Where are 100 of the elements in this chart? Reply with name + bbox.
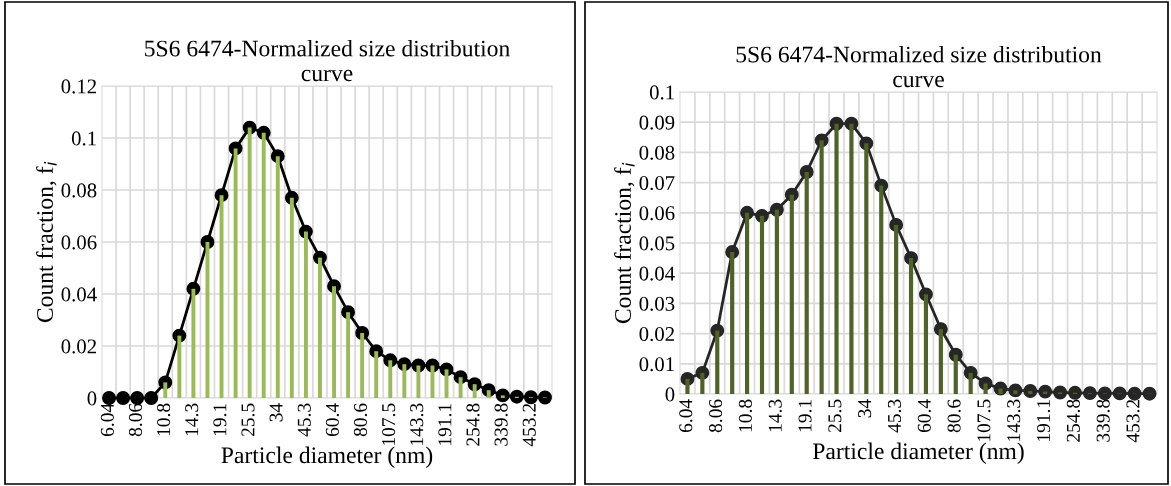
y-tick-label: 0.06 bbox=[639, 206, 675, 221]
bar bbox=[163, 382, 168, 398]
y-tick-label: 0 bbox=[665, 387, 675, 402]
bar bbox=[759, 215, 765, 394]
point bbox=[1142, 386, 1157, 401]
x-tick-label: 34 bbox=[858, 399, 872, 418]
x-tick-label: 6.04 bbox=[100, 403, 114, 437]
bar bbox=[864, 143, 869, 394]
x-tick-label: 191.1 bbox=[1037, 400, 1051, 441]
x-tick-label: 453.2 bbox=[522, 403, 536, 447]
bar bbox=[332, 286, 336, 398]
bar bbox=[834, 123, 839, 394]
y-tick-label: 0.02 bbox=[61, 339, 96, 354]
y-tick-label: 0.07 bbox=[639, 175, 675, 191]
bar bbox=[968, 372, 973, 394]
x-tick-label: 107.5 bbox=[382, 403, 396, 445]
x-tick-label: 339.8 bbox=[1096, 399, 1110, 442]
y-tick-label: 0.06 bbox=[61, 235, 97, 250]
point bbox=[1082, 386, 1097, 401]
bar bbox=[374, 351, 379, 398]
point bbox=[538, 390, 552, 405]
point bbox=[509, 389, 524, 404]
y-tick-label: 0.04 bbox=[639, 266, 675, 281]
x-tick-label: 19.1 bbox=[213, 404, 227, 436]
bar bbox=[472, 384, 477, 398]
y-tick-label: 0.03 bbox=[639, 296, 675, 311]
bar bbox=[219, 195, 224, 398]
bar bbox=[388, 360, 393, 398]
bar bbox=[318, 257, 322, 398]
x-tick-label: 10.8 bbox=[738, 399, 753, 432]
y-tick-label: 0.04 bbox=[61, 287, 97, 302]
y-tick-label: 0.05 bbox=[639, 236, 675, 251]
bar bbox=[360, 333, 365, 398]
x-tick-label: 254.8 bbox=[1066, 399, 1080, 442]
bar bbox=[744, 212, 750, 394]
bar bbox=[715, 330, 720, 394]
point bbox=[1068, 385, 1082, 400]
x-axis-title: Particle diameter (nm) bbox=[221, 446, 433, 469]
bar bbox=[804, 172, 809, 394]
bar bbox=[233, 148, 238, 398]
y-tick-label: 0.1 bbox=[71, 131, 96, 146]
bar bbox=[819, 140, 824, 394]
y-tick-label: 0 bbox=[87, 391, 97, 406]
y-axis-title: Count fraction, f$_{i}$ bbox=[36, 161, 57, 323]
bar bbox=[953, 354, 958, 394]
x-tick-label: 25.5 bbox=[828, 399, 842, 433]
x-tick-label: 8.06 bbox=[128, 403, 143, 437]
y-tick-label: 0.09 bbox=[639, 115, 675, 130]
point bbox=[1038, 384, 1053, 399]
bar bbox=[303, 231, 308, 398]
y-axis-title: Count fraction, f$_{i}$ bbox=[614, 162, 635, 324]
x-tick-label: 107.5 bbox=[977, 399, 991, 441]
x-tick-label: 143.3 bbox=[1007, 399, 1021, 441]
x-tick-label: 45.3 bbox=[297, 403, 311, 437]
y-tick-label: 0.08 bbox=[61, 183, 97, 198]
bar bbox=[789, 194, 794, 394]
y-tick-label: 0.02 bbox=[639, 326, 674, 342]
bar bbox=[261, 132, 266, 398]
bar bbox=[289, 197, 294, 398]
bar bbox=[879, 185, 884, 394]
bar bbox=[849, 123, 854, 394]
bar bbox=[938, 329, 943, 394]
y-tick-label: 0.1 bbox=[649, 85, 674, 100]
x-tick-label: 14.3 bbox=[768, 399, 782, 432]
x-tick-label: 10.8 bbox=[157, 403, 171, 436]
bar bbox=[923, 294, 929, 394]
x-tick-label: 143.3 bbox=[410, 403, 424, 445]
point bbox=[1023, 384, 1038, 398]
point bbox=[102, 391, 116, 405]
x-tick-label: 8.06 bbox=[709, 399, 723, 433]
y-tick-label: 0.12 bbox=[61, 79, 96, 94]
bar bbox=[894, 224, 899, 394]
bar bbox=[247, 127, 252, 398]
point bbox=[1053, 385, 1068, 400]
point bbox=[144, 391, 159, 405]
y-tick-label: 0.01 bbox=[639, 357, 674, 372]
bar bbox=[416, 365, 421, 398]
bar bbox=[346, 312, 351, 398]
bar bbox=[908, 258, 914, 394]
point bbox=[130, 391, 145, 405]
bar bbox=[402, 364, 407, 398]
point bbox=[1127, 386, 1142, 401]
x-tick-label: 339.8 bbox=[494, 403, 508, 446]
bar bbox=[177, 335, 182, 398]
bar bbox=[730, 252, 735, 394]
x-tick-label: 19.1 bbox=[798, 400, 812, 432]
x-tick-label: 254.8 bbox=[466, 403, 480, 446]
bar bbox=[444, 369, 449, 398]
bar bbox=[191, 288, 196, 398]
x-tick-label: 60.4 bbox=[917, 399, 931, 433]
chart-title: 5S6 6474-Normalized size distribution curve bbox=[736, 45, 1102, 88]
x-tick-label: 34 bbox=[269, 403, 283, 422]
x-tick-label: 453.2 bbox=[1126, 399, 1140, 443]
point bbox=[116, 391, 131, 405]
chart-title: 5S6 6474-Normalized size distribution curve bbox=[145, 39, 510, 82]
point bbox=[1112, 386, 1127, 401]
x-tick-label: 14.3 bbox=[185, 403, 199, 436]
x-tick-label: 45.3 bbox=[887, 399, 902, 433]
bar bbox=[458, 377, 463, 398]
x-tick-label: 60.4 bbox=[325, 403, 339, 437]
